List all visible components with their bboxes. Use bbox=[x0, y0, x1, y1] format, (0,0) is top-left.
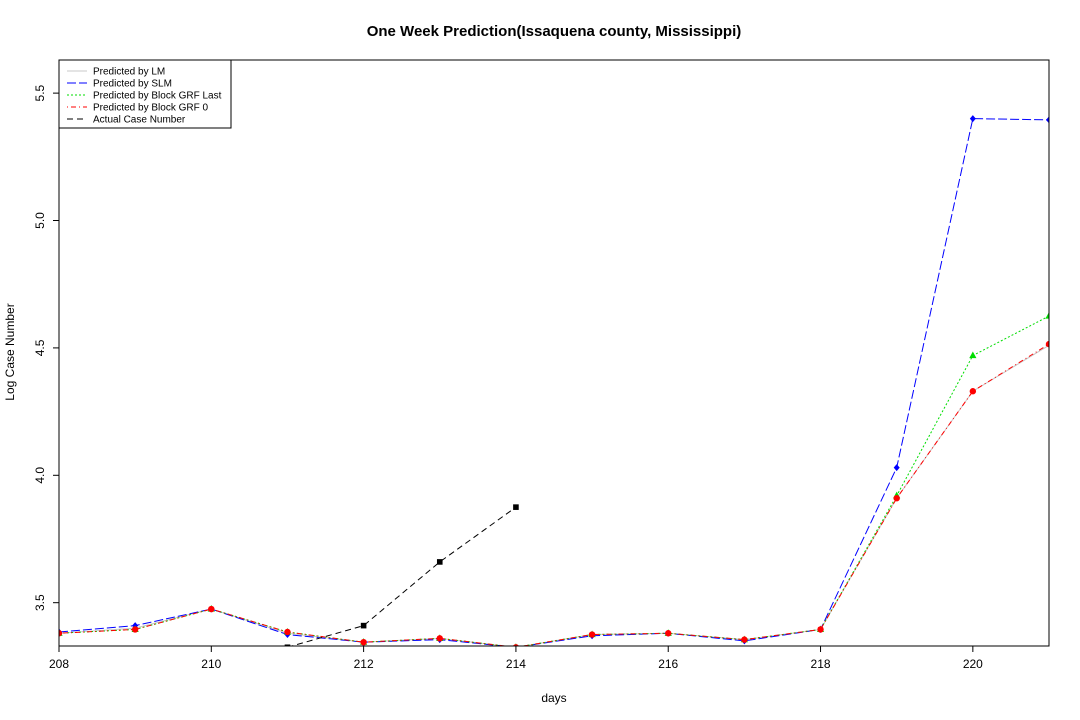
chart-title: One Week Prediction(Issaquena county, Mi… bbox=[367, 23, 742, 40]
series-4 bbox=[284, 504, 519, 646]
data-point bbox=[513, 504, 519, 510]
x-tick-label: 208 bbox=[49, 657, 69, 671]
data-point bbox=[588, 631, 596, 638]
data-point bbox=[131, 626, 139, 633]
data-point bbox=[665, 630, 672, 637]
data-point bbox=[360, 638, 367, 646]
legend-label: Predicted by Block GRF Last bbox=[93, 91, 222, 102]
x-tick-label: 212 bbox=[354, 657, 374, 671]
data-point bbox=[1045, 340, 1049, 348]
series-line bbox=[59, 343, 1049, 646]
data-point bbox=[208, 605, 215, 613]
data-point bbox=[893, 464, 900, 472]
data-point bbox=[969, 351, 977, 359]
y-tick-label: 4.5 bbox=[33, 339, 47, 356]
y-tick-label: 5.5 bbox=[33, 84, 47, 101]
y-axis-label: Log Case Number bbox=[3, 303, 17, 400]
legend-label: Actual Case Number bbox=[93, 115, 186, 126]
x-tick-label: 220 bbox=[963, 657, 983, 671]
data-point bbox=[817, 626, 824, 633]
series-line bbox=[59, 315, 1049, 646]
series-0 bbox=[59, 344, 1049, 646]
series-layer bbox=[59, 115, 1049, 646]
legend-box bbox=[58, 59, 232, 129]
y-tick-label: 4.0 bbox=[33, 467, 47, 484]
y-tick-label: 5.0 bbox=[33, 212, 47, 229]
series-3 bbox=[59, 340, 1049, 646]
data-point bbox=[741, 636, 748, 643]
data-point bbox=[436, 559, 443, 565]
y-tick-label: 3.5 bbox=[33, 594, 47, 611]
data-point bbox=[360, 622, 367, 629]
legend-label: Predicted by LM bbox=[93, 67, 165, 78]
data-point bbox=[1045, 312, 1049, 319]
x-tick-label: 218 bbox=[811, 657, 831, 671]
legend-label: Predicted by Block GRF 0 bbox=[93, 103, 208, 114]
data-point bbox=[969, 115, 976, 123]
series-1 bbox=[59, 115, 1049, 646]
legend-label: Predicted by SLM bbox=[93, 79, 172, 90]
x-tick-label: 214 bbox=[506, 657, 526, 671]
series-line bbox=[290, 506, 517, 646]
data-point bbox=[969, 388, 977, 395]
x-tick-label: 210 bbox=[201, 657, 221, 671]
x-axis-label: days bbox=[541, 691, 566, 705]
data-point bbox=[284, 628, 291, 636]
data-point bbox=[284, 644, 291, 646]
data-point bbox=[1046, 116, 1049, 124]
x-axis: 208 210 212 214 216 218 220 bbox=[49, 646, 983, 671]
data-point bbox=[436, 635, 443, 642]
series-2 bbox=[59, 312, 1049, 646]
y-axis: 3.5 4.0 4.5 5.0 5.5 bbox=[33, 84, 59, 611]
x-tick-label: 216 bbox=[658, 657, 678, 671]
plot-frame bbox=[58, 59, 1050, 647]
data-point bbox=[893, 495, 900, 502]
series-line bbox=[59, 118, 1049, 646]
data-point bbox=[59, 630, 63, 637]
series-line bbox=[59, 344, 1049, 646]
